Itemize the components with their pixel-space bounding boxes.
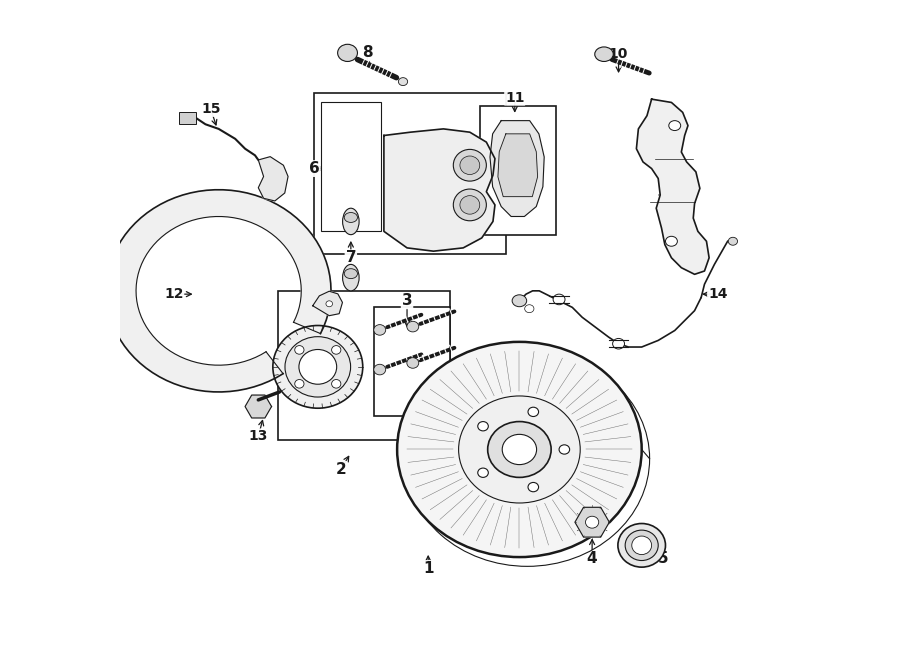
Text: 8: 8 bbox=[362, 46, 373, 60]
Ellipse shape bbox=[632, 536, 652, 555]
Ellipse shape bbox=[669, 121, 680, 131]
Ellipse shape bbox=[554, 294, 565, 305]
Ellipse shape bbox=[528, 483, 538, 492]
Ellipse shape bbox=[502, 434, 536, 465]
Ellipse shape bbox=[488, 422, 551, 477]
Ellipse shape bbox=[285, 336, 351, 397]
Ellipse shape bbox=[299, 350, 337, 384]
Text: 15: 15 bbox=[201, 102, 220, 116]
Ellipse shape bbox=[665, 237, 678, 246]
Ellipse shape bbox=[374, 364, 386, 375]
Ellipse shape bbox=[595, 47, 613, 61]
Bar bbox=[374, 307, 450, 416]
Ellipse shape bbox=[374, 325, 386, 335]
Ellipse shape bbox=[338, 44, 357, 61]
Text: 6: 6 bbox=[309, 161, 320, 176]
Bar bbox=[278, 291, 450, 440]
Ellipse shape bbox=[512, 295, 526, 307]
Polygon shape bbox=[258, 157, 288, 201]
Text: 7: 7 bbox=[346, 251, 356, 265]
Ellipse shape bbox=[273, 325, 363, 408]
Ellipse shape bbox=[478, 422, 489, 431]
Bar bbox=[480, 106, 556, 235]
Ellipse shape bbox=[399, 77, 408, 85]
Polygon shape bbox=[384, 129, 495, 251]
Ellipse shape bbox=[343, 208, 359, 235]
Ellipse shape bbox=[613, 338, 625, 349]
Bar bbox=[179, 112, 195, 124]
Ellipse shape bbox=[331, 379, 341, 388]
Text: 9: 9 bbox=[682, 188, 693, 202]
Ellipse shape bbox=[559, 445, 570, 454]
Text: 11: 11 bbox=[505, 91, 525, 105]
Ellipse shape bbox=[626, 530, 658, 561]
Text: 2: 2 bbox=[336, 462, 346, 477]
Ellipse shape bbox=[343, 264, 359, 291]
Polygon shape bbox=[575, 507, 609, 537]
Bar bbox=[314, 93, 506, 254]
Ellipse shape bbox=[407, 358, 418, 368]
Text: 14: 14 bbox=[708, 287, 727, 301]
Ellipse shape bbox=[397, 342, 642, 557]
Ellipse shape bbox=[618, 524, 665, 567]
Ellipse shape bbox=[586, 516, 598, 528]
Ellipse shape bbox=[478, 468, 489, 477]
Ellipse shape bbox=[326, 301, 332, 307]
Ellipse shape bbox=[460, 196, 480, 214]
Ellipse shape bbox=[344, 212, 357, 222]
Bar bbox=[321, 102, 381, 231]
Ellipse shape bbox=[728, 237, 737, 245]
Polygon shape bbox=[312, 292, 343, 316]
Ellipse shape bbox=[294, 346, 304, 354]
Ellipse shape bbox=[454, 189, 486, 221]
Ellipse shape bbox=[528, 407, 538, 416]
Ellipse shape bbox=[331, 346, 341, 354]
Ellipse shape bbox=[294, 379, 304, 388]
Ellipse shape bbox=[454, 149, 486, 181]
Ellipse shape bbox=[525, 305, 534, 313]
Text: 10: 10 bbox=[609, 47, 628, 61]
Polygon shape bbox=[498, 134, 537, 197]
Text: 12: 12 bbox=[164, 287, 184, 301]
Text: 13: 13 bbox=[248, 429, 268, 444]
Polygon shape bbox=[490, 120, 544, 217]
Ellipse shape bbox=[344, 268, 357, 279]
Text: 4: 4 bbox=[587, 551, 598, 566]
Text: 5: 5 bbox=[658, 551, 668, 566]
Polygon shape bbox=[636, 99, 709, 274]
Ellipse shape bbox=[459, 396, 580, 503]
Polygon shape bbox=[245, 395, 272, 418]
Text: 1: 1 bbox=[423, 561, 434, 576]
Ellipse shape bbox=[460, 156, 480, 175]
Ellipse shape bbox=[407, 321, 418, 332]
Polygon shape bbox=[106, 190, 331, 392]
Text: 3: 3 bbox=[401, 293, 412, 308]
